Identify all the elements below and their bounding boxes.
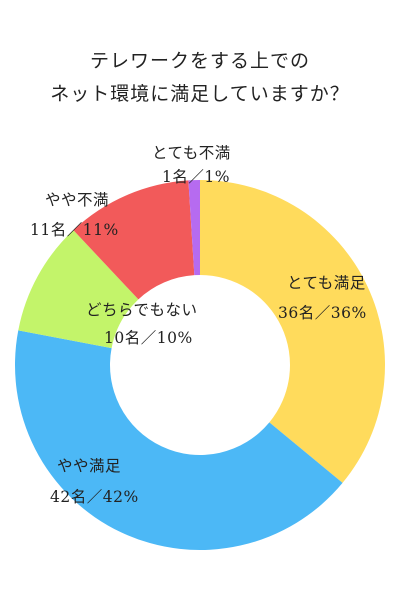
chart-title-line-2: ネット環境に満足していますか？ [50, 83, 350, 105]
label-very-dissatisfied-name: とても不満 [152, 144, 231, 162]
label-neutral-value: 10名／10% [104, 329, 193, 347]
donut-slice-fairly-dissatisfied [73, 180, 195, 300]
chart-title-line-1: テレワークをする上での [89, 50, 310, 72]
donut-slice-very-dissatisfied [188, 180, 200, 276]
label-very-satisfied-name: とても満足 [287, 274, 366, 292]
donut-slice-very-satisfied [200, 180, 385, 483]
label-fairly-satisfied-value: 42名／42% [50, 488, 139, 506]
label-neutral-name: どちらでもない [86, 301, 198, 319]
label-fairly-dissatisfied-name: やや不満 [45, 191, 110, 209]
label-very-satisfied-value: 36名／36% [278, 304, 367, 322]
label-fairly-satisfied-name: やや満足 [57, 457, 122, 475]
label-fairly-dissatisfied-value: 11名／11% [30, 221, 119, 239]
donut-slice-fairly-satisfied [14, 330, 343, 550]
donut-slice-neutral [18, 230, 139, 349]
label-very-dissatisfied-value: 1名／1% [162, 168, 230, 186]
